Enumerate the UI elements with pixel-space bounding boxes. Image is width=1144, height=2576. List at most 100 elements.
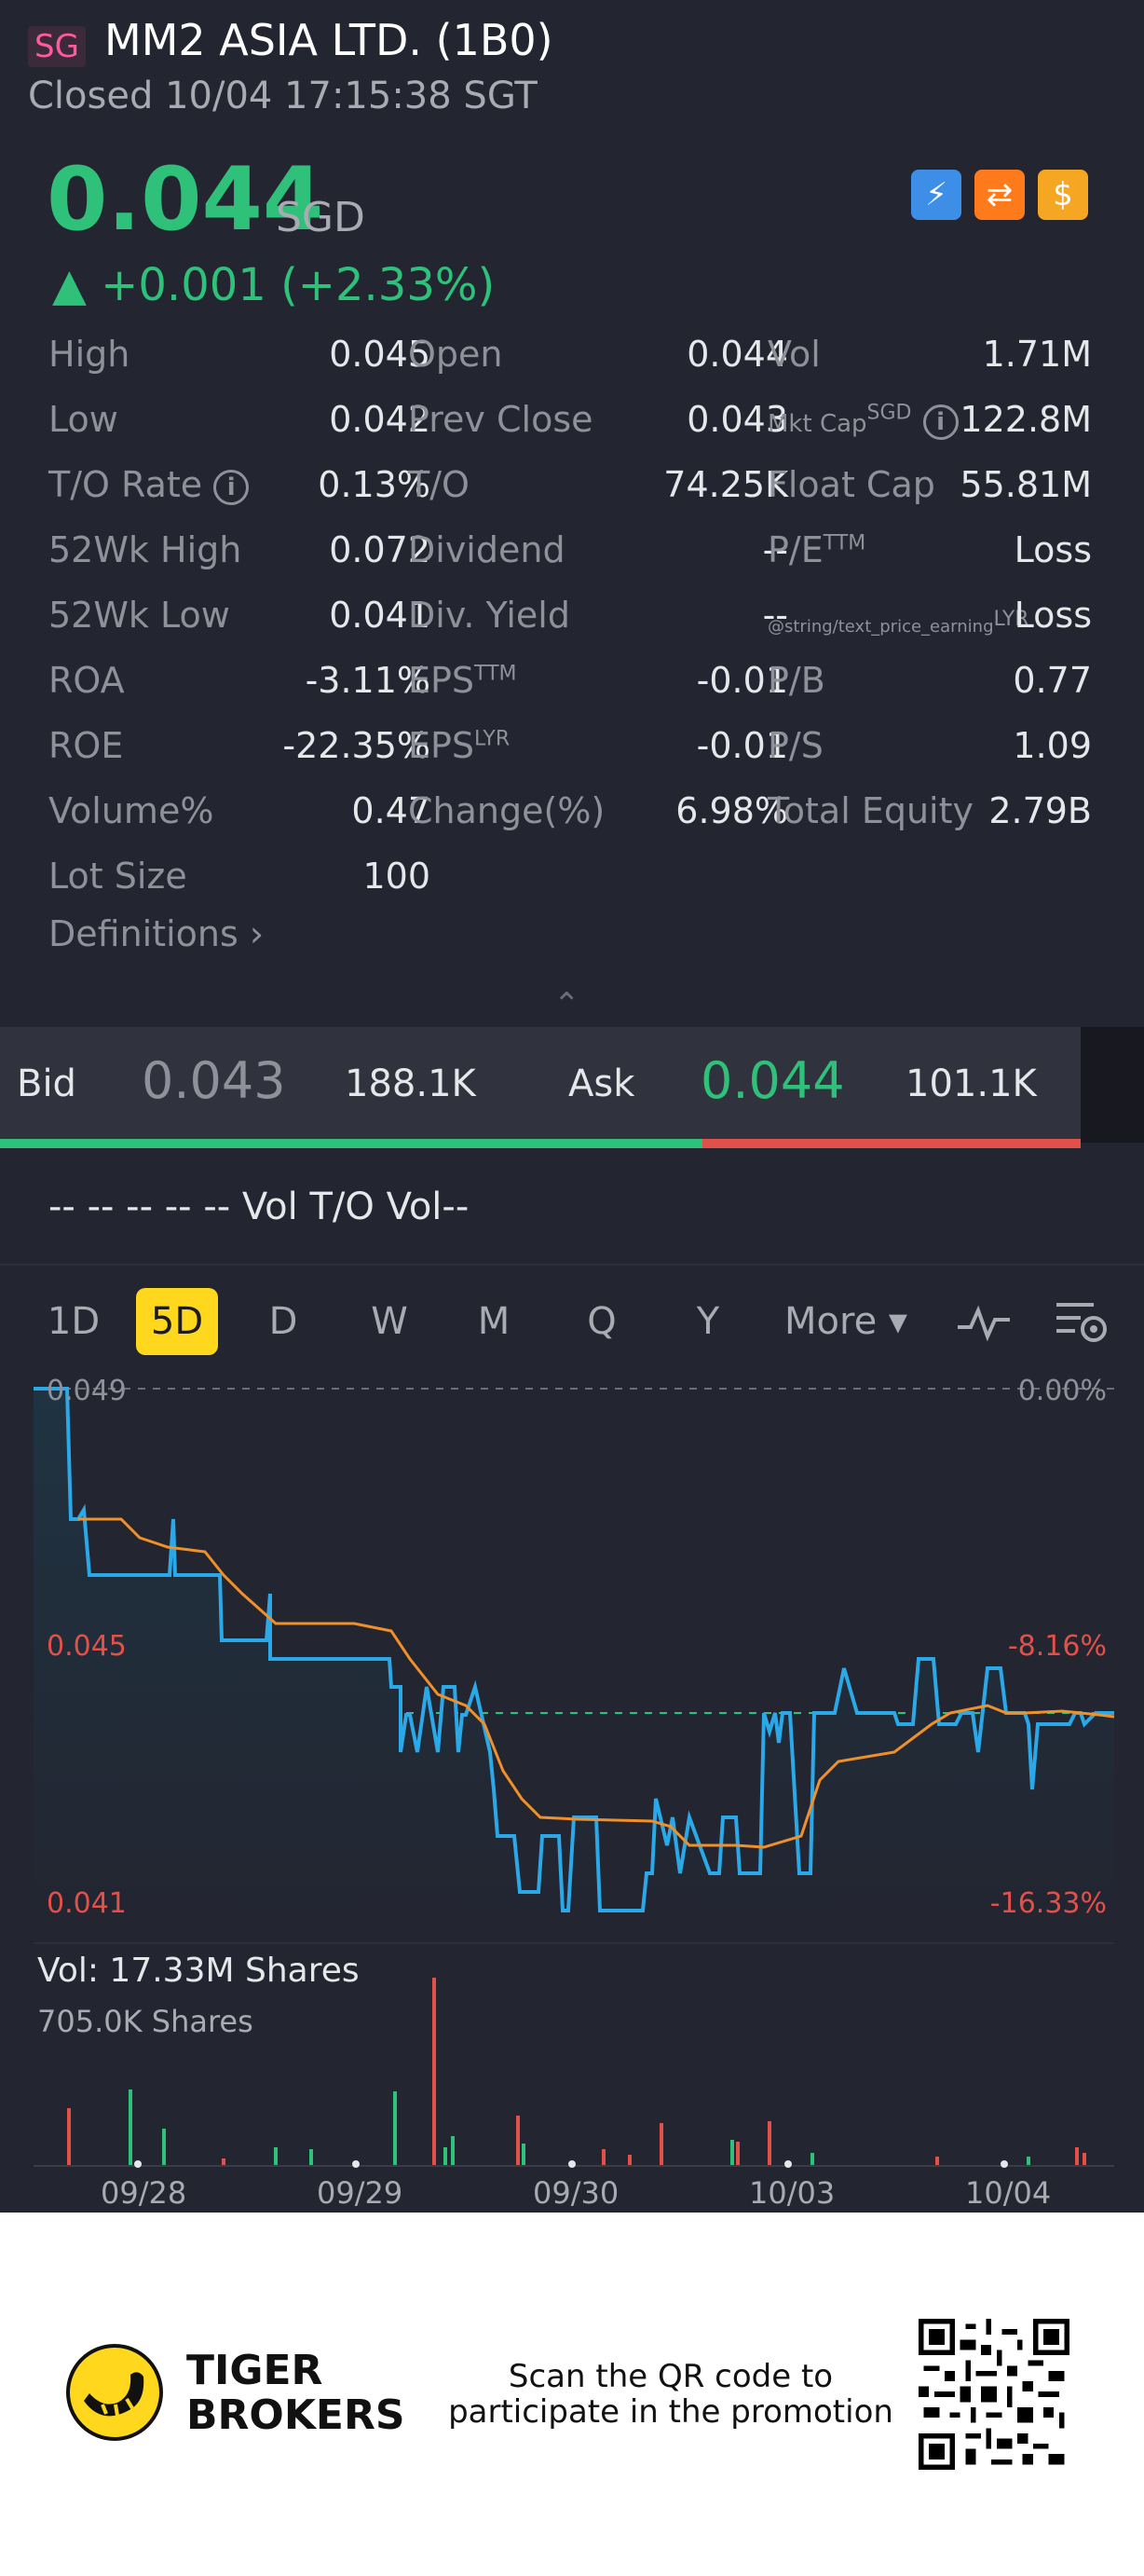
stat-value: 0.045: [329, 334, 430, 375]
stat-row: Low 0.042 Prev Close 0.043 Mkt CapSGD i …: [48, 399, 1092, 464]
dollar-icon[interactable]: $: [1038, 170, 1088, 220]
tiger-logo-icon: [66, 2344, 163, 2441]
session-marker: [568, 2160, 576, 2168]
tab-d[interactable]: D: [268, 1300, 298, 1343]
volume-max: 705.0K Shares: [37, 2004, 253, 2039]
pe-lyr-label: @string/text_price_earning: [768, 617, 994, 637]
stat-row: High 0.045 Open 0.044 Vol 1.71M: [48, 334, 1092, 399]
stat-label: EPSLYR: [408, 725, 510, 766]
price-chart[interactable]: 0.049 0.045 0.041 0.00% -8.16% -16.33%: [0, 1370, 1144, 1948]
stat-label: Change(%): [408, 790, 606, 831]
price-line: [34, 1387, 1114, 1912]
stat-value: 1.09: [1013, 725, 1092, 766]
stat-value: 55.81M: [960, 464, 1092, 505]
stat-label: 52Wk High: [48, 529, 242, 570]
stat-value: --: [762, 529, 788, 570]
promo-text-line1: Scan the QR code to: [508, 2358, 834, 2395]
brand-name-line2: BROKERS: [186, 2391, 405, 2439]
stat-value: --: [762, 595, 788, 636]
chevron-right-icon: ›: [249, 913, 265, 954]
session-marker: [784, 2160, 792, 2168]
lightning-icon[interactable]: ⚡: [911, 170, 961, 220]
tab-y[interactable]: Y: [696, 1300, 720, 1343]
pe-sup: TTM: [823, 531, 866, 555]
stat-label: Low: [48, 399, 118, 440]
stat-label: Prev Close: [408, 399, 593, 440]
mkt-cap-sup: SGD: [866, 401, 912, 425]
stat-value: 6.98%: [675, 790, 788, 831]
divider: [0, 1264, 1144, 1266]
pe-lyr-sup: LYR: [993, 608, 1029, 631]
chart-settings-icon[interactable]: [1053, 1297, 1110, 1346]
stat-label: P/ETTM: [768, 529, 865, 570]
stat-label: Float Cap: [768, 464, 935, 505]
pct-label-mid: -8.16%: [1008, 1630, 1107, 1663]
ask-size: 101.1K: [906, 1062, 1037, 1105]
x-axis-label: 09/29: [317, 2175, 403, 2211]
pe-label: P/E: [768, 529, 824, 570]
y-axis-label-bottom: 0.041: [47, 1887, 127, 1920]
y-axis-label-mid: 0.045: [47, 1630, 127, 1663]
stat-value: -3.11%: [305, 660, 430, 701]
stat-row: 52Wk Low 0.041 Div. Yield -- @string/tex…: [48, 595, 1092, 660]
stat-label: Total Equity: [768, 790, 974, 831]
to-rate-label: T/O Rate: [48, 464, 203, 505]
stat-row: Lot Size 100: [48, 856, 1092, 921]
stat-label: Lot Size: [48, 856, 187, 897]
stat-row: 52Wk High 0.072 Dividend -- P/ETTM Loss: [48, 529, 1092, 595]
tab-q[interactable]: Q: [587, 1300, 617, 1343]
stat-label: T/O Rate i: [48, 464, 250, 505]
stat-row: T/O Rate i 0.13% T/O 74.25K Float Cap 55…: [48, 464, 1092, 529]
definitions-link[interactable]: Definitions ›: [48, 913, 264, 954]
bid-ask-panel[interactable]: [0, 1027, 1081, 1143]
stat-value: -22.35%: [282, 725, 430, 766]
stat-value: 0.77: [1013, 660, 1092, 701]
eps-sup: TTM: [474, 662, 517, 686]
session-markers: [134, 2160, 1008, 2168]
stat-label: P/B: [768, 660, 825, 701]
indicator-icon[interactable]: [954, 1299, 1014, 1344]
info-icon[interactable]: i: [922, 404, 959, 440]
tab-more[interactable]: More ▾: [784, 1300, 907, 1343]
stat-label: Volume%: [48, 790, 214, 831]
promo-text-line2: participate in the promotion: [448, 2393, 893, 2431]
stat-value: 0.044: [687, 334, 788, 375]
volume-bars: [67, 1978, 1086, 2166]
tab-w[interactable]: W: [371, 1300, 408, 1343]
bid-size: 188.1K: [345, 1062, 476, 1105]
ask-label: Ask: [568, 1062, 635, 1105]
volume-chart[interactable]: [0, 1957, 1144, 2211]
stat-value: 0.47: [351, 790, 430, 831]
stat-row: Volume% 0.47 Change(%) 6.98% Total Equit…: [48, 790, 1092, 856]
chevron-up-icon[interactable]: ⌃: [553, 986, 580, 1023]
pct-label-bottom: -16.33%: [990, 1887, 1107, 1920]
stat-row: ROE -22.35% EPSLYR -0.01 P/S 1.09: [48, 725, 1092, 790]
stat-value: 1.71M: [982, 334, 1092, 375]
bid-price: 0.043: [142, 1051, 286, 1110]
stat-label: High: [48, 334, 130, 375]
x-axis-label: 09/30: [533, 2175, 620, 2211]
stat-label: Mkt CapSGD i: [768, 399, 959, 440]
stat-label: Open: [408, 334, 503, 375]
stock-title: MM2 ASIA LTD. (1B0): [104, 15, 553, 65]
brand-name-line1: TIGER: [186, 2347, 323, 2394]
x-axis-label: 09/28: [101, 2175, 187, 2211]
stat-label: @string/text_price_earningLYR: [768, 608, 1029, 637]
eps-lyr-label: EPS: [408, 725, 475, 766]
price-area: [34, 1389, 1114, 1948]
tab-m[interactable]: M: [477, 1300, 511, 1343]
x-axis-label: 10/04: [965, 2175, 1052, 2211]
info-icon[interactable]: i: [213, 469, 250, 505]
swap-icon[interactable]: ⇄: [974, 170, 1025, 220]
stat-label: Div. Yield: [408, 595, 570, 636]
stat-label: Vol: [768, 334, 821, 375]
session-marker: [134, 2160, 142, 2168]
qr-code-icon[interactable]: [919, 2319, 1069, 2470]
stat-value: 100: [362, 856, 430, 897]
tab-1d[interactable]: 1D: [47, 1300, 101, 1343]
stat-value: -0.01: [696, 660, 788, 701]
stat-label: 52Wk Low: [48, 595, 230, 636]
divider: [34, 1942, 1114, 1944]
tab-5d[interactable]: 5D: [136, 1288, 218, 1355]
market-badge: SG: [28, 26, 86, 67]
